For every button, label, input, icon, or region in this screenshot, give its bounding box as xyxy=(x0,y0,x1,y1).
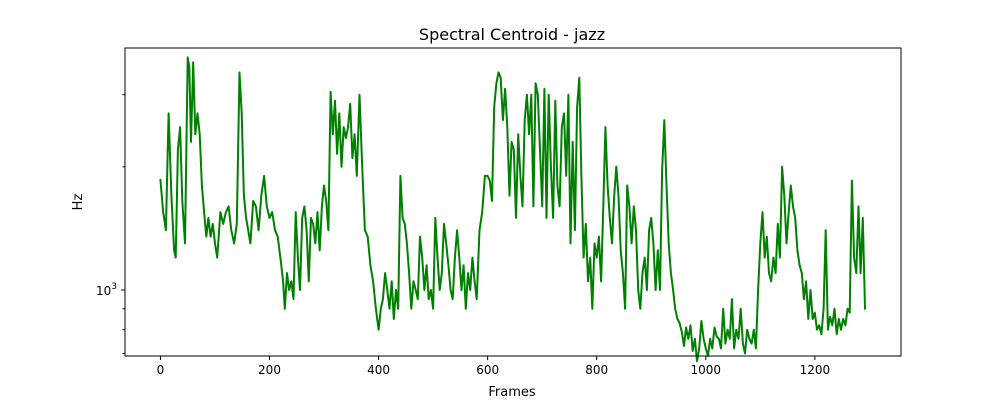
x-axis: 0 200 400 600 800 1000 1200 xyxy=(157,356,830,377)
x-tick-label: 0 xyxy=(157,363,165,377)
x-tick-label: 400 xyxy=(367,363,390,377)
x-tick-label: 200 xyxy=(258,363,281,377)
x-axis-label: Frames xyxy=(488,385,536,400)
x-tick-label: 800 xyxy=(585,363,608,377)
y-axis: 103 xyxy=(96,94,125,354)
chart-title: Spectral Centroid - jazz xyxy=(419,25,605,44)
y-axis-label: Hz xyxy=(71,194,86,211)
x-tick-label: 1000 xyxy=(690,363,721,377)
x-tick-label: 1200 xyxy=(800,363,831,377)
plot-area xyxy=(159,56,866,363)
y-tick-label: 103 xyxy=(96,282,117,298)
axes-frame xyxy=(124,47,902,357)
x-tick-label: 600 xyxy=(476,363,499,377)
series-line xyxy=(159,56,866,363)
